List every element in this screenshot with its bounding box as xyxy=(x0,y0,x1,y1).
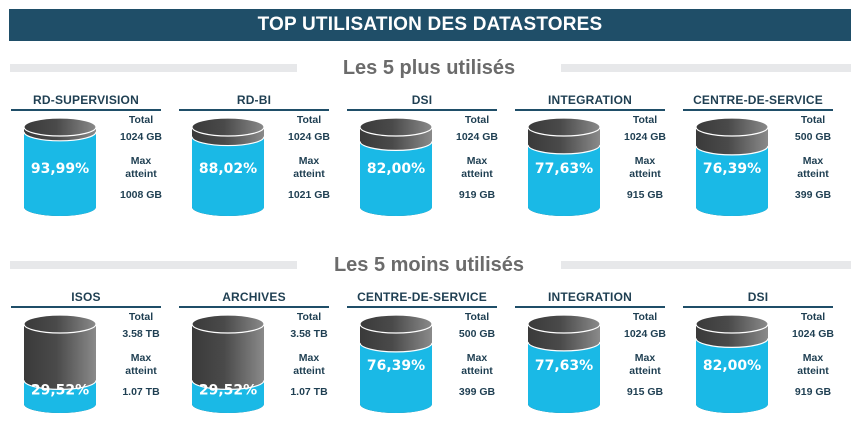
total-value: 500 GB xyxy=(458,328,496,340)
name-underline xyxy=(683,306,833,308)
max-label: Max atteint xyxy=(125,155,157,180)
datastore-name: ARCHIVES xyxy=(222,290,286,304)
max-label: Max atteint xyxy=(293,155,325,180)
total-value: 3.58 TB xyxy=(290,328,328,340)
divider xyxy=(561,64,851,72)
datastore-name: DSI xyxy=(747,290,769,304)
max-value: 915 GB xyxy=(626,189,664,201)
max-label: Max atteint xyxy=(461,155,493,180)
total-label: Total xyxy=(464,311,490,323)
total-label: Total xyxy=(296,114,322,126)
datastore-card: INTEGRATION 77,63% xyxy=(515,92,666,222)
name-underline xyxy=(11,109,161,111)
cylinder-gauge-icon: 29,52% xyxy=(24,315,96,413)
divider xyxy=(10,261,297,269)
datastore-card: DSI 82,00% xyxy=(347,92,498,222)
name-underline xyxy=(11,306,161,308)
total-label: Total xyxy=(464,114,490,126)
cylinder-gauge-icon: 77,63% xyxy=(528,118,600,216)
total-label: Total xyxy=(296,311,322,323)
name-underline xyxy=(683,109,833,111)
max-label: Max atteint xyxy=(461,352,493,377)
usage-percent: 88,02% xyxy=(199,161,257,177)
total-label: Total xyxy=(800,311,826,323)
total-value: 1024 GB xyxy=(791,328,835,340)
cylinder-gauge-icon: 76,39% xyxy=(360,315,432,413)
usage-percent: 76,39% xyxy=(367,358,425,374)
divider xyxy=(10,64,297,72)
datastore-card: INTEGRATION 77,63% xyxy=(515,289,666,419)
max-value: 399 GB xyxy=(458,386,496,398)
usage-percent: 77,63% xyxy=(535,161,593,177)
datastore-name: CENTRE-DE-SERVICE xyxy=(693,93,823,107)
max-value: 1.07 TB xyxy=(122,386,160,398)
usage-percent: 77,63% xyxy=(535,358,593,374)
section-title: Les 5 plus utilisés xyxy=(342,57,516,79)
usage-percent: 29,52% xyxy=(31,382,89,398)
total-label: Total xyxy=(128,311,154,323)
datastore-card: RD-BI 88,02% xyxy=(179,92,330,222)
cylinder-gauge-icon: 76,39% xyxy=(696,118,768,216)
datastore-name: CENTRE-DE-SERVICE xyxy=(357,290,487,304)
cylinder-gauge-icon: 88,02% xyxy=(192,118,264,216)
cylinder-gauge-icon: 29,52% xyxy=(192,315,264,413)
total-value: 3.58 TB xyxy=(122,328,160,340)
total-label: Total xyxy=(800,114,826,126)
max-value: 1021 GB xyxy=(287,189,331,201)
usage-percent: 76,39% xyxy=(703,161,761,177)
max-label: Max atteint xyxy=(797,352,829,377)
datastore-card: CENTRE-DE-SERVICE 76,39% xyxy=(683,92,833,222)
datastore-name: RD-BI xyxy=(236,93,272,107)
datastore-card: CENTRE-DE-SERVICE 76,39% xyxy=(347,289,497,419)
max-label: Max atteint xyxy=(629,155,661,180)
total-value: 1024 GB xyxy=(623,131,667,143)
total-value: 1024 GB xyxy=(623,328,667,340)
max-label: Max atteint xyxy=(293,352,325,377)
total-label: Total xyxy=(632,311,658,323)
page-title: TOP UTILISATION DES DATASTORES xyxy=(9,9,851,41)
cylinder-gauge-icon: 77,63% xyxy=(528,315,600,413)
section-title: Les 5 moins utilisés xyxy=(333,254,525,276)
datastore-name: DSI xyxy=(411,93,433,107)
datastore-name: ISOS xyxy=(71,290,101,304)
divider xyxy=(561,261,851,269)
usage-percent: 29,52% xyxy=(199,382,257,398)
cylinder-gauge-icon: 93,99% xyxy=(24,118,96,216)
name-underline xyxy=(179,306,329,308)
total-value: 500 GB xyxy=(794,131,832,143)
max-label: Max atteint xyxy=(125,352,157,377)
datastore-card: DSI 82,00% xyxy=(683,289,834,419)
total-value: 1024 GB xyxy=(287,131,331,143)
cylinder-gauge-icon: 82,00% xyxy=(360,118,432,216)
total-value: 1024 GB xyxy=(455,131,499,143)
datastore-name: INTEGRATION xyxy=(548,93,632,107)
datastore-card: ISOS 29,52% xyxy=(11,289,161,419)
total-label: Total xyxy=(128,114,154,126)
max-value: 1008 GB xyxy=(119,189,163,201)
usage-percent: 93,99% xyxy=(31,161,89,177)
max-value: 919 GB xyxy=(458,189,496,201)
max-label: Max atteint xyxy=(629,352,661,377)
section-header-most-used: Les 5 plus utilisés xyxy=(0,56,867,80)
datastore-name: RD-SUPERVISION xyxy=(33,93,139,107)
usage-percent: 82,00% xyxy=(367,161,425,177)
name-underline xyxy=(515,306,665,308)
cylinder-gauge-icon: 82,00% xyxy=(696,315,768,413)
name-underline xyxy=(347,306,497,308)
section-header-least-used: Les 5 moins utilisés xyxy=(0,253,867,277)
datastore-card: ARCHIVES 29,52% xyxy=(179,289,329,419)
usage-percent: 82,00% xyxy=(703,358,761,374)
datastore-card: RD-SUPERVISION 93,99% xyxy=(11,92,162,222)
max-label: Max atteint xyxy=(797,155,829,180)
max-value: 919 GB xyxy=(794,386,832,398)
total-value: 1024 GB xyxy=(119,131,163,143)
max-value: 1.07 TB xyxy=(290,386,328,398)
max-value: 399 GB xyxy=(794,189,832,201)
max-value: 915 GB xyxy=(626,386,664,398)
total-label: Total xyxy=(632,114,658,126)
datastore-name: INTEGRATION xyxy=(548,290,632,304)
name-underline xyxy=(515,109,665,111)
name-underline xyxy=(179,109,329,111)
name-underline xyxy=(347,109,497,111)
